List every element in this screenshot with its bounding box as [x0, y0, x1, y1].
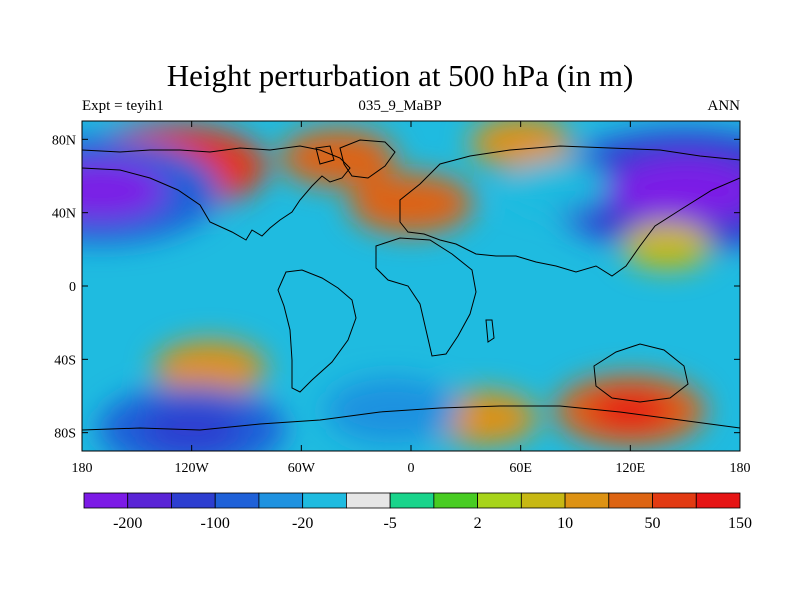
colorbar-label: -20: [292, 515, 313, 532]
colorbar-label: 150: [728, 515, 752, 532]
colorbar-swatch: [652, 492, 697, 509]
field-cell: [153, 340, 267, 397]
period-label: 035_9_MaBP: [358, 98, 442, 114]
eurasia-outline: [399, 145, 740, 277]
colorbar-label: -200: [113, 515, 142, 532]
colorbar-swatch: [477, 492, 522, 509]
field-core: [588, 390, 673, 431]
colorbar-swatch: [83, 492, 129, 509]
colorbar-label: 10: [557, 515, 573, 532]
field-cell: [506, 158, 609, 212]
x-axis: 180 120W 60W 0 60E 120E 180: [72, 121, 751, 476]
antarctica-outline: [82, 405, 740, 431]
australia-outline: [593, 343, 689, 403]
colorbar-label: -100: [201, 515, 230, 532]
experiment-label: Expt = teyih1: [82, 98, 164, 114]
season-label: ANN: [707, 98, 741, 114]
y-tick-label: 40N: [52, 207, 76, 222]
y-tick-label: 0: [69, 280, 76, 295]
colorbar-label: -5: [383, 515, 396, 532]
x-tick-label: 120W: [175, 461, 210, 476]
africa-outline: [375, 237, 477, 357]
south-america-outline: [277, 269, 357, 393]
colorbar-swatch: [171, 492, 216, 509]
field-cell: [621, 221, 713, 270]
greenland-outline: [339, 139, 396, 179]
colorbar-swatch: [389, 492, 435, 509]
colorbar-swatch: [608, 492, 653, 509]
x-tick-label: 0: [408, 461, 415, 476]
colorbar-swatch: [214, 492, 260, 509]
colorbar-label: 50: [645, 515, 661, 532]
x-tick-label: 120E: [616, 461, 646, 476]
x-tick-label: 60W: [288, 461, 316, 476]
madagascar-outline: [485, 319, 495, 343]
field-core: [82, 161, 167, 221]
y-tick-label: 40S: [54, 353, 76, 368]
chart-title: Height perturbation at 500 hPa (in m): [166, 58, 634, 93]
ellesmere-outline: [315, 145, 335, 165]
colorbar-swatch: [520, 492, 566, 509]
colorbar-swatch: [258, 492, 304, 509]
continent-outlines: [82, 139, 740, 431]
x-tick-label: 180: [72, 461, 93, 476]
colorbar-swatch: [302, 492, 347, 509]
colorbar-labels: -200 -100 -20 -5 2 10 50 150: [113, 515, 752, 532]
colorbar-label: 2: [474, 515, 482, 532]
colorbar: [83, 492, 741, 509]
field-core: [139, 405, 244, 451]
field-cell: [469, 121, 572, 170]
y-tick-label: 80N: [52, 133, 76, 148]
colorbar-swatch: [695, 492, 741, 509]
colorbar-swatch: [433, 492, 479, 509]
field-cell: [348, 172, 474, 235]
x-tick-label: 60E: [509, 461, 532, 476]
y-tick-label: 80S: [54, 427, 76, 442]
colorbar-swatch: [127, 492, 172, 509]
y-axis: 80N 40N 0 40S 80S: [52, 133, 740, 442]
colorbar-swatch: [345, 492, 391, 509]
colorbar-swatch: [564, 492, 610, 509]
north-america-outline: [82, 145, 351, 241]
field-core: [608, 157, 740, 224]
contour-field: [82, 121, 740, 451]
x-tick-label: 180: [730, 461, 751, 476]
